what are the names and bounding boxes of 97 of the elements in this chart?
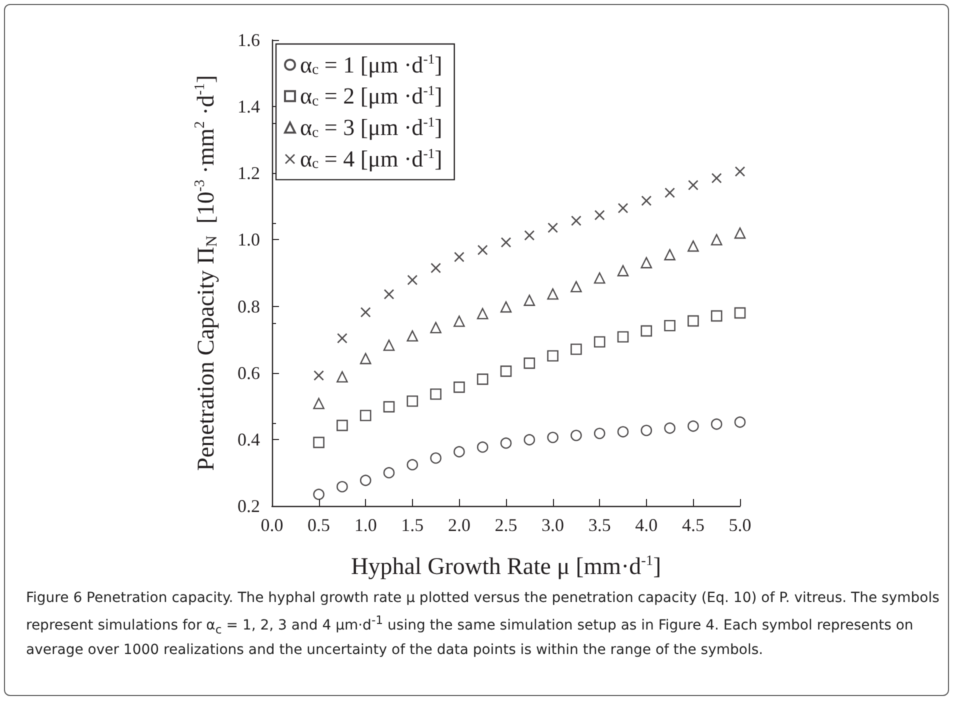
point (617, 265, 629, 276)
point (664, 188, 675, 198)
point (500, 301, 512, 313)
x-tick-label: 2.0 (448, 515, 470, 535)
point (360, 307, 371, 318)
point (336, 481, 348, 492)
point (360, 474, 372, 486)
y-tick-label: 0.6 (238, 362, 260, 383)
point (360, 410, 372, 422)
point (734, 416, 746, 428)
point (710, 234, 722, 246)
point (314, 370, 324, 381)
point (454, 252, 464, 262)
point (735, 166, 745, 176)
point (476, 374, 488, 385)
point (476, 308, 488, 320)
point (594, 272, 606, 284)
point (664, 320, 676, 332)
x-tick-label: 0.5 (308, 515, 330, 535)
x-tick-label: 5.0 (728, 515, 752, 535)
point (500, 437, 512, 449)
point (406, 330, 418, 342)
y-tick-label: 1.4 (238, 96, 260, 117)
point (640, 325, 652, 337)
x-tick-label: 2.5 (494, 515, 518, 535)
point (570, 430, 582, 442)
point (712, 173, 722, 184)
point (313, 398, 324, 410)
point (594, 336, 606, 348)
point (384, 289, 394, 300)
point (430, 452, 442, 464)
point (734, 307, 746, 319)
point (407, 274, 418, 285)
point (383, 467, 395, 478)
point (688, 240, 699, 252)
point (313, 488, 324, 500)
point (524, 294, 536, 306)
point (336, 420, 348, 432)
point (617, 426, 629, 438)
point (664, 422, 676, 434)
point (641, 196, 652, 206)
point (430, 263, 441, 274)
text: Penetration Capacity ΠN [10-3 ·mm2 ·d-1] (192, 75, 220, 471)
y-tick-label: 1.2 (238, 163, 260, 184)
point (454, 382, 465, 393)
x-tick-label: 1.5 (401, 515, 424, 535)
point (640, 257, 652, 268)
y-tick-label: 0.2 (238, 496, 260, 516)
point (360, 352, 372, 364)
point (476, 441, 488, 453)
point (640, 424, 652, 436)
point (454, 446, 465, 458)
point (734, 227, 746, 239)
point (571, 216, 582, 226)
x-tick-label: 3.0 (542, 515, 564, 535)
point (383, 340, 395, 351)
point (547, 350, 558, 362)
point (454, 316, 465, 327)
point (430, 322, 442, 334)
x-tick-label: 4.0 (635, 515, 658, 535)
x-tick-label: 3.5 (588, 515, 611, 535)
caption: Figure 6 Penetration capacity. The hyphal growth rate μ plotted versus the penetration capacity (Eq. 10) of P. vitreus. The symbols represent simulations for α$_{c}$ = 1, 2, 3 and 4 μm·d$^{-1}$ using the same simulation setup as in Figure 4. Each symbol represents on average over 1000 realizations and the uncertainty of the data points is within the range of the symbols. (26, 589, 940, 660)
point (710, 310, 722, 322)
point (594, 428, 606, 440)
point (547, 432, 558, 444)
point (547, 288, 558, 300)
point (524, 230, 534, 240)
point (406, 396, 418, 407)
point (501, 237, 511, 248)
point (688, 315, 699, 327)
point (383, 401, 395, 412)
point (430, 388, 442, 400)
point (406, 459, 418, 470)
y-tick-label: 1.6 (238, 30, 260, 50)
point (313, 436, 324, 448)
point (570, 344, 582, 355)
point (688, 180, 698, 190)
y-tick-label: 1.0 (238, 230, 260, 250)
point (524, 434, 536, 446)
point (524, 358, 536, 369)
point (688, 420, 699, 432)
point (478, 245, 488, 256)
point (500, 366, 512, 377)
x-tick-label: 4.5 (682, 515, 704, 535)
point (664, 249, 676, 260)
point (570, 280, 582, 292)
point (594, 210, 605, 220)
x-tick-label: 1.0 (354, 515, 377, 535)
x-tick-label: 0.0 (260, 515, 284, 535)
point (548, 222, 558, 233)
point (337, 333, 348, 344)
point (336, 371, 348, 382)
point (618, 203, 628, 214)
point (617, 331, 629, 343)
y-tick-label: 0.8 (238, 296, 260, 316)
y-tick-label: 0.4 (238, 429, 260, 450)
point (710, 418, 722, 430)
